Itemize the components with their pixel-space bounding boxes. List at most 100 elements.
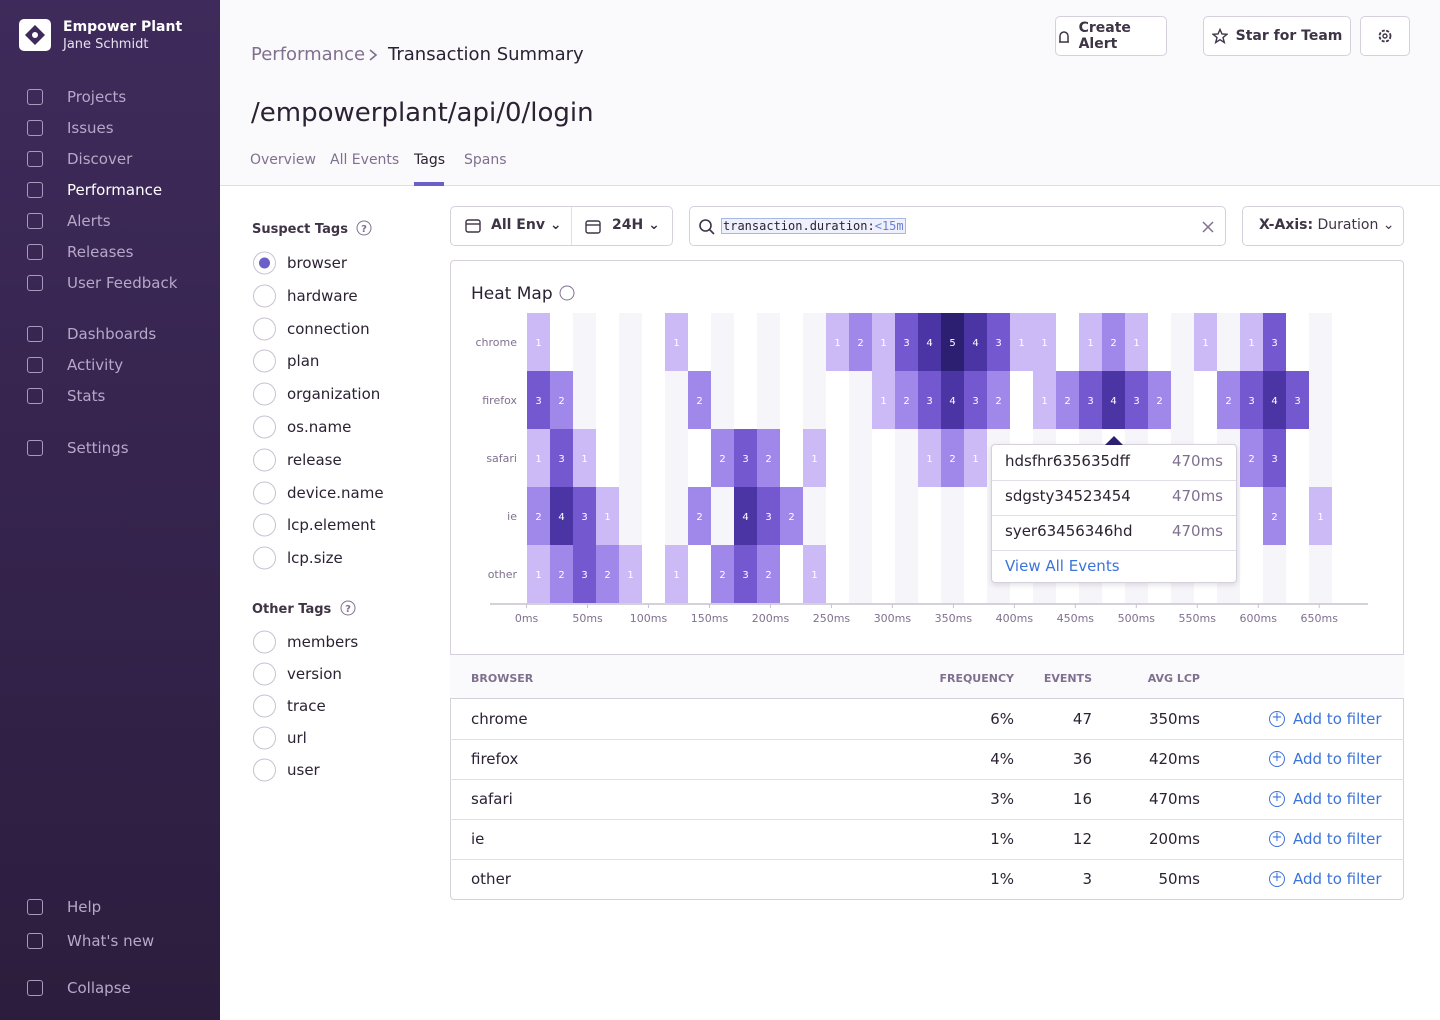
heat-cell[interactable] — [941, 371, 964, 429]
radio[interactable] — [253, 284, 276, 308]
heat-cell[interactable] — [964, 429, 987, 487]
radio[interactable] — [253, 662, 276, 686]
help-icon[interactable]: ? — [340, 600, 356, 616]
heat-cell[interactable] — [872, 371, 895, 429]
heat-cell[interactable] — [1286, 371, 1309, 429]
tab[interactable]: Overview — [250, 152, 316, 168]
radio[interactable] — [253, 546, 276, 570]
heat-cell[interactable] — [527, 371, 550, 429]
heat-cell[interactable] — [987, 371, 1010, 429]
heat-cell[interactable] — [1033, 313, 1056, 371]
radio[interactable] — [253, 415, 276, 439]
heat-cell[interactable] — [826, 313, 849, 371]
heat-cell[interactable] — [1148, 371, 1171, 429]
radio[interactable] — [253, 448, 276, 472]
radio[interactable] — [253, 630, 276, 654]
heat-cell[interactable] — [619, 545, 642, 603]
heat-cell[interactable] — [918, 371, 941, 429]
heat-cell[interactable] — [1102, 371, 1125, 429]
radio[interactable] — [253, 481, 276, 505]
nav-item[interactable]: Alerts — [67, 212, 111, 230]
create-alert-button[interactable]: Create Alert — [1055, 16, 1167, 56]
heat-cell[interactable] — [964, 313, 987, 371]
help-icon[interactable]: ? — [356, 220, 372, 236]
nav-item[interactable]: What's new — [67, 932, 155, 950]
heat-cell[interactable] — [527, 545, 550, 603]
heat-cell[interactable] — [573, 545, 596, 603]
period-filter[interactable]: 24H ⌄ — [612, 217, 660, 233]
nav-item[interactable]: Projects — [67, 88, 127, 106]
nav-item[interactable]: Stats — [67, 387, 106, 405]
nav-item[interactable]: Settings — [67, 439, 129, 457]
heat-cell[interactable] — [665, 545, 688, 603]
heat-cell[interactable] — [665, 313, 688, 371]
nav-item[interactable]: Discover — [67, 150, 133, 168]
heat-cell[interactable] — [1240, 371, 1263, 429]
heat-cell[interactable] — [550, 371, 573, 429]
radio[interactable] — [253, 251, 276, 275]
nav-item[interactable]: Releases — [67, 243, 134, 261]
heat-cell[interactable] — [550, 487, 573, 545]
nav-item[interactable]: User Feedback — [67, 274, 178, 292]
heat-cell[interactable] — [711, 545, 734, 603]
heat-cell[interactable] — [688, 487, 711, 545]
heat-cell[interactable] — [941, 429, 964, 487]
nav-item[interactable]: Collapse — [67, 979, 131, 997]
heat-cell[interactable] — [918, 313, 941, 371]
heat-cell[interactable] — [1079, 313, 1102, 371]
heat-cell[interactable] — [1263, 429, 1286, 487]
help-icon[interactable] — [559, 285, 575, 301]
org-name[interactable]: Empower Plant — [63, 19, 183, 35]
heat-cell[interactable] — [872, 313, 895, 371]
heat-cell[interactable] — [849, 313, 872, 371]
event-id[interactable]: hdsfhr635635dff — [1005, 452, 1130, 470]
heat-cell[interactable] — [1194, 313, 1217, 371]
add-to-filter[interactable]: Add to filter — [1293, 830, 1382, 848]
heat-cell[interactable] — [550, 545, 573, 603]
radio[interactable] — [253, 758, 276, 782]
nav-item[interactable]: Activity — [67, 356, 124, 374]
heat-cell[interactable] — [1056, 371, 1079, 429]
radio[interactable] — [253, 726, 276, 750]
heat-cell[interactable] — [1240, 313, 1263, 371]
add-to-filter[interactable]: Add to filter — [1293, 790, 1382, 808]
add-to-filter[interactable]: Add to filter — [1293, 750, 1382, 768]
heat-cell[interactable] — [527, 429, 550, 487]
heat-cell[interactable] — [1010, 313, 1033, 371]
heat-cell[interactable] — [527, 313, 550, 371]
heat-cell[interactable] — [757, 487, 780, 545]
heat-cell[interactable] — [1079, 371, 1102, 429]
settings-button[interactable] — [1360, 16, 1410, 56]
heat-cell[interactable] — [803, 429, 826, 487]
heat-cell[interactable] — [1263, 371, 1286, 429]
heat-cell[interactable] — [1125, 313, 1148, 371]
heat-cell[interactable] — [1309, 487, 1332, 545]
org-logo[interactable] — [19, 19, 51, 51]
heat-cell[interactable] — [596, 545, 619, 603]
search-token[interactable]: transaction.duration:<15m — [721, 218, 906, 234]
heat-cell[interactable] — [895, 313, 918, 371]
heat-cell[interactable] — [734, 545, 757, 603]
event-id[interactable]: sdgsty34523454 — [1005, 487, 1131, 505]
heat-cell[interactable] — [1102, 313, 1125, 371]
heat-cell[interactable] — [757, 545, 780, 603]
heat-cell[interactable] — [1240, 429, 1263, 487]
heat-cell[interactable] — [734, 429, 757, 487]
tab[interactable]: Tags — [414, 152, 445, 168]
search-bar[interactable]: transaction.duration:<15m — [689, 206, 1226, 246]
heat-cell[interactable] — [803, 545, 826, 603]
heat-cell[interactable] — [573, 487, 596, 545]
environment-filter[interactable]: All Env ⌄ — [491, 217, 562, 233]
breadcrumb[interactable]: Performance — [251, 44, 366, 65]
tab[interactable]: All Events — [330, 152, 400, 168]
heat-cell[interactable] — [1263, 487, 1286, 545]
radio[interactable] — [253, 317, 276, 341]
view-all-link[interactable]: View All Events — [1005, 557, 1120, 575]
radio[interactable] — [253, 513, 276, 537]
heat-cell[interactable] — [987, 313, 1010, 371]
event-id[interactable]: syer63456346hd — [1005, 522, 1133, 540]
clear-button[interactable] — [1201, 220, 1215, 234]
heat-cell[interactable] — [688, 371, 711, 429]
heat-cell[interactable] — [1263, 313, 1286, 371]
nav-item[interactable]: Help — [67, 898, 102, 916]
